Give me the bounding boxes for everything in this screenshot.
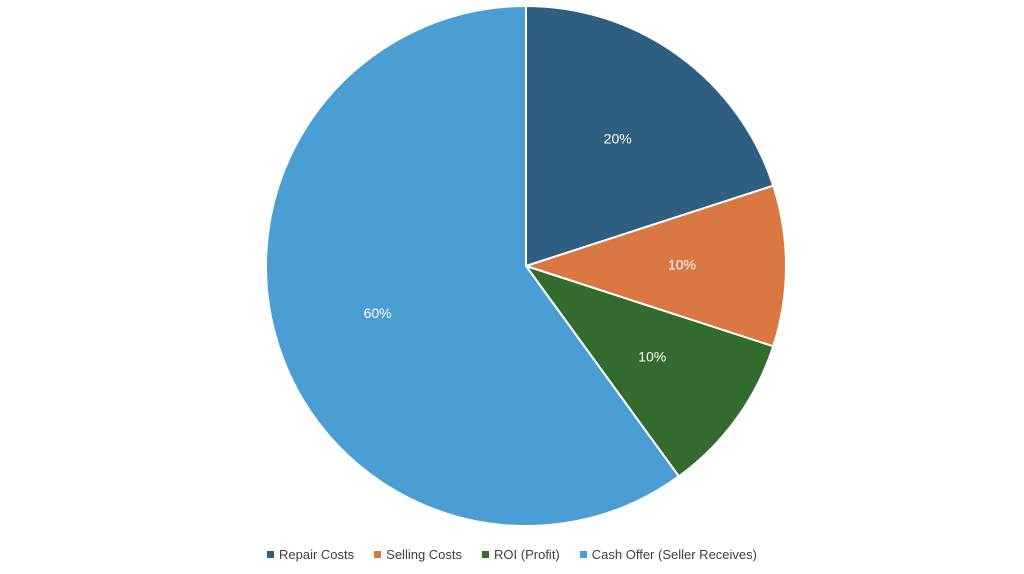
legend-swatch-roi-profit	[482, 550, 490, 558]
legend-item-roi-profit: ROI (Profit)	[482, 547, 560, 562]
pie-slice-repair-costs	[525, 5, 775, 267]
legend-swatch-cash-offer	[579, 550, 587, 558]
legend-label-cash-offer: Cash Offer (Seller Receives)	[591, 546, 757, 562]
legend-label-roi-profit: ROI (Profit)	[494, 546, 560, 562]
pie-label-cash-offer: 60%	[364, 305, 392, 321]
legend-item-repair-costs: Repair Costs	[267, 547, 354, 562]
pie-slice-roi-profit	[525, 265, 775, 478]
pie-slice-labels: 20% 10% 10% 60%	[364, 130, 696, 364]
legend-label-selling-costs: Selling Costs	[386, 546, 463, 562]
pie-label-roi-profit: 10%	[638, 348, 666, 364]
pie-label-repair-costs: 20%	[604, 130, 632, 146]
pie-label-selling-costs: 10%	[668, 257, 696, 273]
legend-item-cash-offer: Cash Offer (Seller Receives)	[579, 546, 757, 562]
legend-swatch-selling-costs	[374, 550, 382, 558]
legend-label-repair-costs: Repair Costs	[279, 546, 355, 562]
chart-legend: Repair Costs Selling Costs ROI (Profit) …	[0, 544, 1024, 564]
pie-slice-selling-costs	[525, 184, 787, 348]
legend-item-selling-costs: Selling Costs	[374, 547, 462, 562]
pie-slice-cash-offer	[265, 5, 680, 527]
pie-slices	[265, 5, 787, 527]
legend-swatch-repair-costs	[267, 550, 275, 558]
